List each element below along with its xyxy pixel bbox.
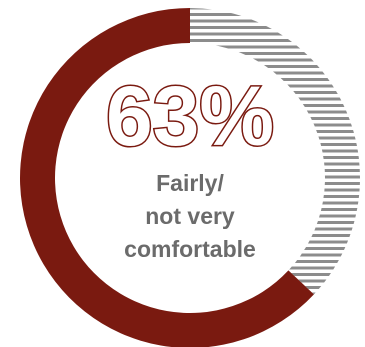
center-value: 63% xyxy=(106,69,274,163)
center-label-line-3: comfortable xyxy=(124,236,256,262)
slice-other xyxy=(190,8,360,295)
center-label-line-2: not very xyxy=(145,203,235,229)
center-label-line-1: Fairly/ xyxy=(156,170,224,196)
donut-slices xyxy=(20,8,360,347)
slice-fairly-not-very-comfortable xyxy=(20,8,314,347)
